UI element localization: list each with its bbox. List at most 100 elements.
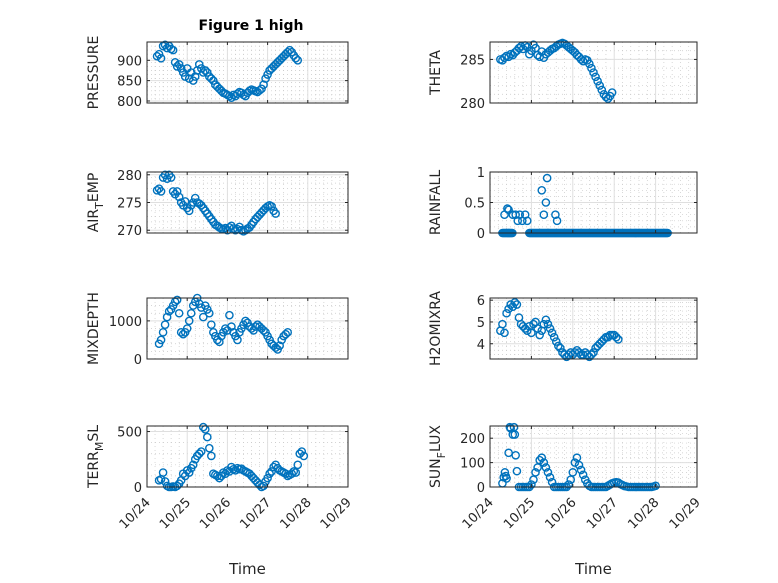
y-tick-label: 280	[117, 169, 142, 184]
data-point	[576, 465, 586, 475]
data-point	[225, 91, 234, 101]
data-point	[176, 64, 186, 73]
data-point	[512, 466, 522, 476]
x-tick-label: 10/28	[278, 495, 315, 532]
y-tick-label: 500	[117, 426, 142, 441]
data-point	[198, 422, 208, 432]
data-point	[194, 449, 204, 459]
data-point	[172, 295, 182, 305]
data-point	[172, 187, 182, 196]
axes-air_temp: 270 275 280 AIRTEMP	[86, 169, 349, 239]
data-point	[542, 173, 552, 183]
y-axis-label: H2OMIXRA	[428, 291, 444, 366]
data-point	[651, 481, 660, 491]
data-point	[152, 185, 162, 195]
data-point	[255, 86, 264, 95]
data-point	[285, 45, 295, 55]
data-point	[522, 216, 532, 226]
y-tick-label: 1	[477, 166, 485, 181]
data-point	[233, 89, 242, 98]
y-tick-label: 280	[460, 97, 485, 112]
data-point	[227, 322, 236, 331]
data-point	[291, 468, 301, 477]
axes-mixdepth: 0 1000 MIXDEPTH	[86, 292, 349, 368]
data-point	[545, 324, 555, 333]
axes-sun_flux: 0 100 200 10/24 10/25 10/26 10/27 10/28 10/29 Tim…	[428, 422, 704, 578]
data-point	[160, 320, 170, 329]
series-markers	[496, 298, 623, 362]
data-point	[545, 472, 555, 482]
y-tick-label: 270	[117, 224, 142, 239]
x-axis-label: Time	[228, 560, 266, 578]
data-point	[174, 308, 184, 318]
data-point	[184, 206, 194, 216]
data-point	[215, 473, 224, 483]
data-point	[508, 302, 518, 312]
y-axis-label: AIRTEMP	[86, 173, 106, 233]
data-point	[591, 72, 600, 82]
data-point	[231, 466, 240, 475]
data-point	[156, 53, 166, 63]
data-point	[261, 74, 270, 83]
data-point	[520, 324, 530, 333]
y-tick-label: 6	[477, 294, 485, 309]
data-point	[611, 332, 621, 342]
axes-h2omixra: 4 5 6 H2OMIXRA	[428, 291, 698, 366]
data-point	[502, 474, 511, 483]
y-tick-label: 850	[117, 75, 142, 90]
y-axis-label: PRESSURE	[86, 36, 102, 110]
x-tick-label: 10/24	[460, 495, 497, 532]
data-point	[500, 468, 510, 477]
y-tick-label: 800	[117, 95, 142, 110]
data-point	[504, 205, 513, 215]
data-point	[271, 343, 280, 352]
data-point	[287, 469, 297, 478]
data-point	[510, 430, 520, 439]
data-point	[271, 209, 280, 218]
data-point	[568, 468, 578, 477]
data-point	[601, 92, 611, 102]
axes-box	[489, 425, 698, 488]
y-tick-label: 0	[134, 353, 142, 368]
axes-box	[146, 41, 349, 104]
y-axis-label: MIXDEPTH	[86, 292, 102, 365]
data-point	[263, 70, 272, 79]
data-point	[190, 193, 200, 203]
y-tick-label: 0.5	[464, 197, 485, 212]
data-point	[198, 312, 208, 322]
data-point	[158, 468, 168, 477]
data-point	[178, 329, 188, 339]
data-point	[209, 76, 218, 85]
data-point	[587, 350, 596, 359]
data-point	[564, 480, 573, 489]
data-point	[194, 60, 204, 69]
x-tick-label: 10/29	[318, 495, 355, 532]
x-tick-label: 10/25	[501, 495, 538, 532]
data-point	[291, 53, 301, 63]
x-axis-label: Time	[574, 560, 612, 578]
data-point	[207, 451, 216, 461]
series-markers	[152, 170, 280, 236]
data-point	[170, 58, 180, 67]
data-point	[176, 328, 186, 337]
data-point	[547, 328, 557, 338]
data-point	[503, 204, 512, 213]
data-point	[539, 319, 549, 329]
data-point	[247, 324, 256, 333]
data-point	[257, 84, 266, 94]
data-point	[156, 187, 166, 196]
y-tick-label: 1000	[109, 315, 142, 330]
y-axis-label: SUNFLUX	[428, 425, 448, 488]
data-point	[164, 307, 174, 316]
series-markers	[496, 38, 617, 103]
data-point	[180, 72, 190, 81]
data-point	[184, 316, 194, 326]
data-point	[589, 348, 598, 357]
data-point	[556, 343, 565, 353]
series-markers	[152, 40, 303, 103]
plot-area	[147, 426, 348, 487]
data-point	[233, 335, 242, 345]
data-point	[502, 308, 511, 318]
data-point	[168, 45, 178, 55]
